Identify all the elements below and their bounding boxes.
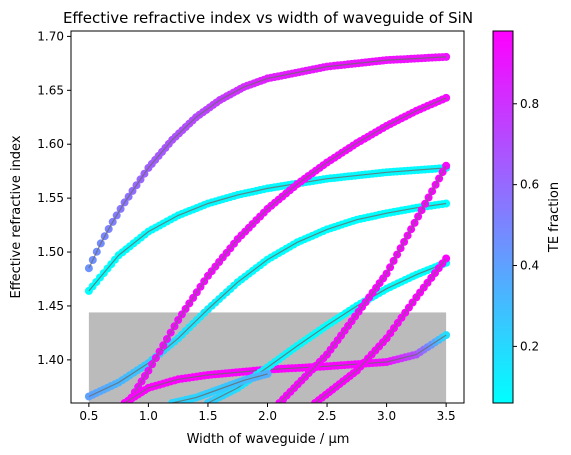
- plot-area: [84, 52, 451, 412]
- colorbar-tick-label: 0.2: [520, 339, 539, 353]
- y-axis: 1.40 1.45 1.50 1.55 1.60 1.65 1.70: [37, 29, 71, 367]
- x-tick-label: 3.0: [377, 409, 396, 423]
- series-line: [88, 56, 447, 269]
- y-tick-label: 1.40: [37, 353, 64, 367]
- data-point: [442, 52, 451, 61]
- series-9: [168, 369, 272, 403]
- data-point: [442, 331, 451, 340]
- colorbar: [492, 30, 514, 404]
- series-3: [84, 199, 451, 401]
- y-tick-label: 1.45: [37, 299, 64, 313]
- series-line: [278, 165, 447, 403]
- series-line: [88, 167, 447, 292]
- colorbar-label: TE fraction: [547, 182, 562, 253]
- series-line: [127, 97, 447, 403]
- series-line: [314, 258, 447, 403]
- series-line: [172, 373, 268, 403]
- colorbar-ticks: 0.2 0.4 0.6 0.8: [513, 97, 539, 353]
- y-tick-label: 1.65: [37, 83, 64, 97]
- x-axis-label: Width of waveguide / µm: [187, 432, 350, 447]
- colorbar-tick-label: 0.4: [520, 259, 539, 273]
- colorbar-tick-label: 0.8: [520, 97, 539, 111]
- x-tick-label: 1.5: [198, 409, 217, 423]
- y-axis-label: Effective refractive index: [9, 135, 24, 298]
- x-tick-label: 0.5: [79, 409, 98, 423]
- x-tick-label: 3.5: [437, 409, 456, 423]
- y-tick-label: 1.50: [37, 245, 64, 259]
- x-tick-label: 2.5: [317, 409, 336, 423]
- data-point: [442, 161, 451, 170]
- data-point: [442, 199, 451, 208]
- series-2: [84, 163, 451, 295]
- data-point: [121, 404, 129, 412]
- series-8: [311, 254, 451, 403]
- series-1: [84, 52, 451, 273]
- colorbar-tick-label: 0.6: [520, 178, 539, 192]
- series-layer: [84, 52, 451, 412]
- x-tick-label: 2.0: [258, 409, 277, 423]
- chart-title: Effective refractive index vs width of w…: [63, 9, 473, 27]
- x-axis: 0.5 1.0 1.5 2.0 2.5 3.0 3.5: [79, 403, 456, 423]
- data-point: [263, 369, 272, 378]
- data-point: [442, 93, 451, 102]
- x-tick-label: 1.0: [139, 409, 158, 423]
- y-tick-label: 1.60: [37, 137, 64, 151]
- y-tick-label: 1.55: [37, 191, 64, 205]
- series-7: [275, 161, 451, 403]
- y-tick-label: 1.70: [37, 29, 64, 43]
